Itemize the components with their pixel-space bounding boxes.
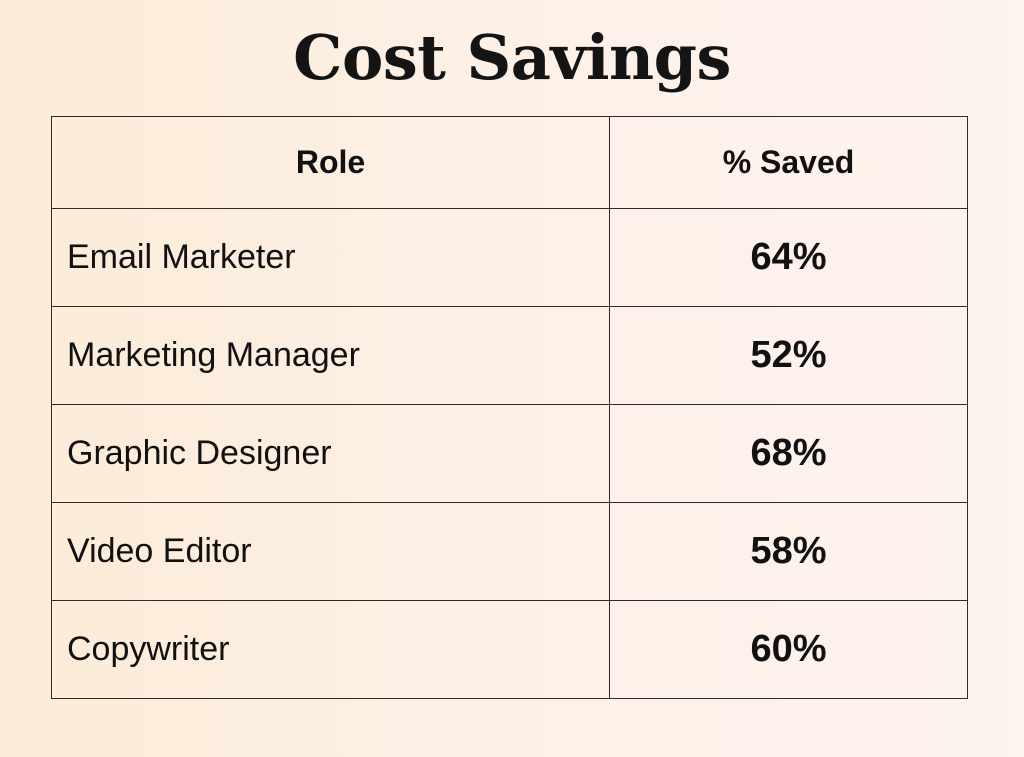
role-cell: Copywriter [51,600,610,699]
role-cell: Graphic Designer [51,404,610,503]
percent-saved-cell: 52% [609,306,968,405]
percent-saved-cell: 60% [609,600,968,699]
page-title: Cost Savings [293,21,731,94]
percent-saved-cell: 68% [609,404,968,503]
column-header-role: Role [51,116,610,209]
role-cell: Email Marketer [51,208,610,307]
percent-saved-cell: 64% [609,208,968,307]
percent-saved-cell: 58% [609,502,968,601]
table-row: Video Editor 58% [51,502,968,601]
role-cell: Video Editor [51,502,610,601]
table-row: Copywriter 60% [51,600,968,699]
table-row: Marketing Manager 52% [51,306,968,405]
table-row: Email Marketer 64% [51,208,968,307]
column-header-percent-saved: % Saved [609,116,968,209]
cost-savings-table: Role % Saved Email Marketer 64% Marketin… [51,116,968,699]
role-cell: Marketing Manager [51,306,610,405]
table-header-row: Role % Saved [51,116,968,209]
table-row: Graphic Designer 68% [51,404,968,503]
